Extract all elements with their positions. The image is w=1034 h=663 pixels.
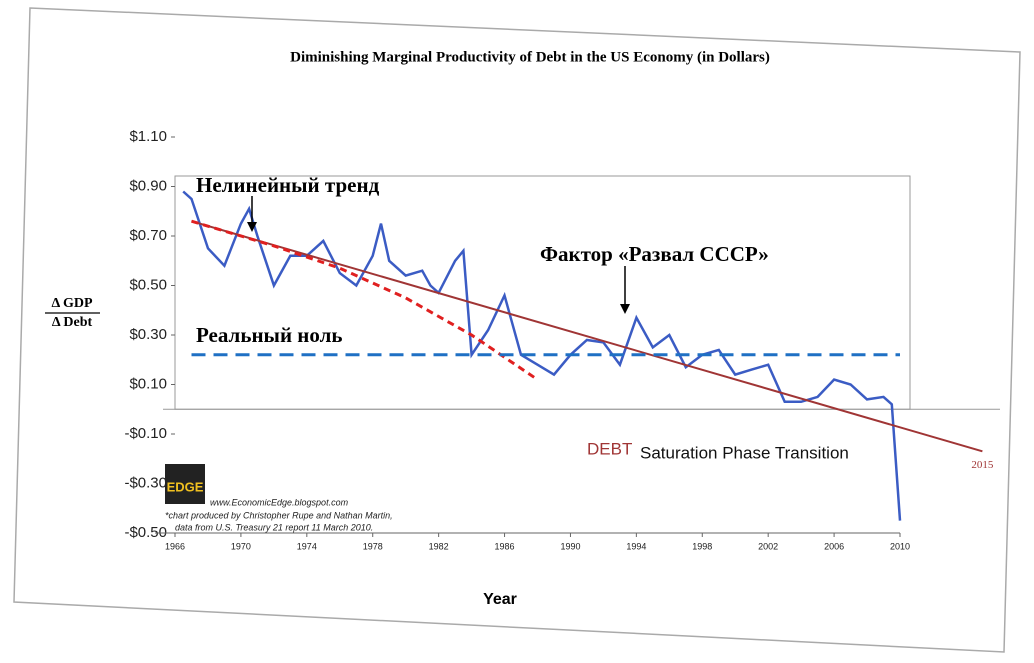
- x-tick-label: 1998: [692, 541, 712, 551]
- y-tick-label: $1.10: [129, 128, 167, 145]
- x-tick-label: 1966: [165, 541, 185, 551]
- y-tick-label: $0.10: [129, 375, 167, 392]
- arrow-head: [247, 222, 257, 232]
- trend-end-label: 2015: [971, 459, 994, 471]
- arrow-head: [620, 304, 630, 314]
- y-tick-label: $0.70: [129, 227, 167, 244]
- x-tick-label: 1986: [495, 541, 515, 551]
- y-tick-label: -$0.10: [124, 425, 167, 442]
- y-tick-label: $0.90: [129, 177, 167, 194]
- x-tick-label: 2002: [758, 541, 778, 551]
- y-label-top: Δ GDP: [51, 296, 93, 311]
- y-tick-label: -$0.30: [124, 474, 167, 491]
- x-tick-label: 1982: [429, 541, 449, 551]
- logo: [165, 464, 205, 504]
- x-tick-label: 1974: [297, 541, 317, 551]
- chart-title: Diminishing Marginal Productivity of Deb…: [290, 49, 770, 65]
- series-line: [182, 190, 902, 521]
- note: data from U.S. Treasury 21 report 11 Mar…: [175, 522, 373, 532]
- annotation: Saturation Phase Transition: [640, 443, 849, 462]
- series-line: [191, 219, 539, 381]
- annotation: Нелинейный тренд: [196, 173, 380, 197]
- y-tick-label: -$0.50: [124, 524, 167, 541]
- note: *chart produced by Christopher Rupe and …: [165, 510, 393, 520]
- x-tick-label: 1994: [626, 541, 646, 551]
- x-label: Year: [483, 591, 517, 608]
- y-tick-label: $0.30: [129, 326, 167, 343]
- plot: $1.10 $0.90 $0.70 $0.50 $0.30 $0.10 -$0.10 -$0.…: [124, 128, 1000, 551]
- logo-text: EDGE: [167, 479, 204, 494]
- note: www.EconomicEdge.blogspot.com: [210, 497, 349, 507]
- x-tick-label: 1990: [560, 541, 580, 551]
- annotation: Реальный ноль: [196, 323, 343, 347]
- y-tick-label: $0.50: [129, 276, 167, 293]
- y-label-bottom: Δ Debt: [52, 315, 93, 330]
- series-line: [191, 220, 983, 453]
- x-tick-label: 1978: [363, 541, 383, 551]
- x-tick-label: 2010: [890, 541, 910, 551]
- annotation: Фактор «Развал СССР»: [540, 242, 769, 266]
- annotation: DEBT: [587, 439, 632, 458]
- paper: [13, 7, 1021, 653]
- x-tick-label: 2006: [824, 541, 844, 551]
- x-tick-label: 1970: [231, 541, 251, 551]
